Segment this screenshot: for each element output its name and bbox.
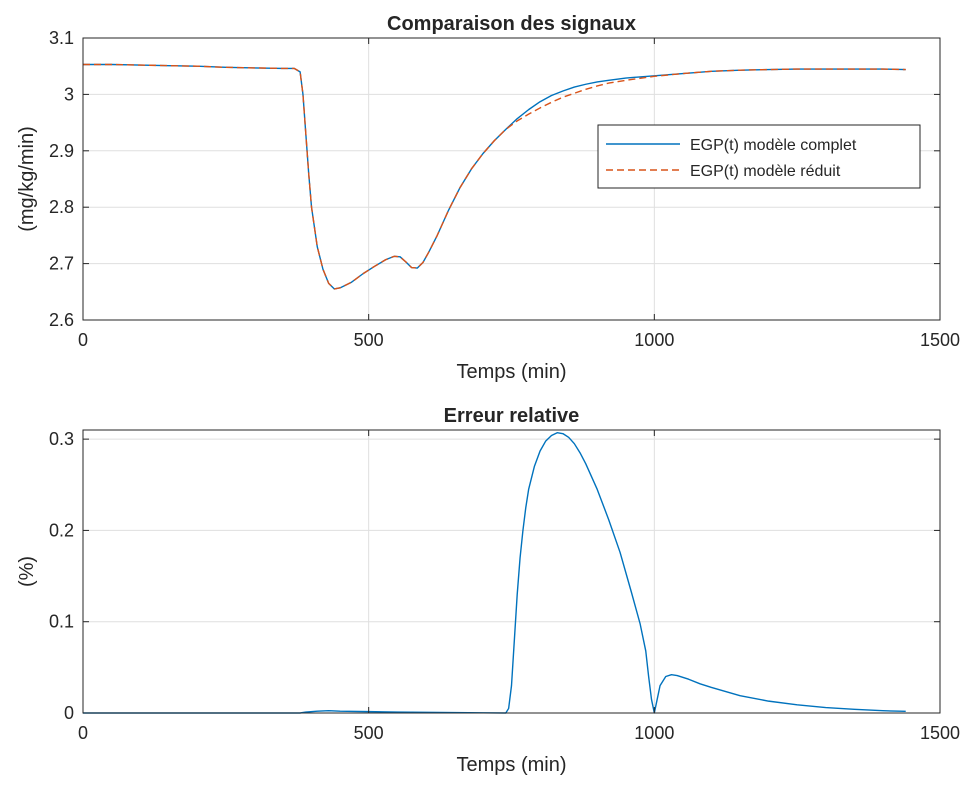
legend: EGP(t) modèle complet EGP(t) modèle rédu… xyxy=(597,124,921,189)
plot-area xyxy=(83,430,940,713)
x-tick-label: 500 xyxy=(354,723,384,743)
y-tick-label: 0.2 xyxy=(49,520,74,540)
x-axis-label: Temps (min) xyxy=(456,754,566,776)
tick-marks xyxy=(82,37,941,321)
y-axis-label: (%) xyxy=(16,556,38,587)
chart-title: Erreur relative xyxy=(444,405,580,427)
y-tick-label: 0.3 xyxy=(49,429,74,449)
y-tick-labels: 0 0.1 0.2 0.3 xyxy=(49,429,74,723)
series-layer xyxy=(83,432,906,714)
x-tick-label: 1000 xyxy=(634,330,674,350)
series-layer xyxy=(83,63,906,290)
y-tick-label: 2.8 xyxy=(49,197,74,217)
y-tick-label: 2.9 xyxy=(49,141,74,161)
x-tick-labels: 0 500 1000 1500 xyxy=(78,330,960,350)
y-tick-label: 2.6 xyxy=(49,310,74,330)
subplot-signal-comparison: 0 500 1000 1500 2.6 2.7 2.8 2.9 3 3.1 Comparaiso… xyxy=(16,13,960,383)
x-tick-labels: 0 500 1000 1500 xyxy=(78,723,960,743)
x-tick-label: 1500 xyxy=(920,330,960,350)
x-tick-label: 0 xyxy=(78,723,88,743)
x-tick-label: 1500 xyxy=(920,723,960,743)
y-axis-label: (mg/kg/min) xyxy=(16,126,38,232)
legend-entry-reduced-model: EGP(t) modèle réduit xyxy=(690,163,841,180)
x-tick-label: 0 xyxy=(78,330,88,350)
y-tick-label: 3 xyxy=(64,84,74,104)
axes-box xyxy=(82,429,941,714)
y-tick-label: 0 xyxy=(64,703,74,723)
y-tick-label: 0.1 xyxy=(49,612,74,632)
x-tick-label: 1000 xyxy=(634,723,674,743)
y-tick-label: 2.7 xyxy=(49,254,74,274)
tick-marks xyxy=(82,430,941,714)
x-tick-label: 500 xyxy=(354,330,384,350)
x-axis-label: Temps (min) xyxy=(456,361,566,383)
subplot-relative-error: 0 500 1000 1500 00.10.20.3 Erreur relative … xyxy=(16,405,960,776)
series-line-reduced-model xyxy=(83,63,906,290)
y-tick-labels: 2.6 2.7 2.8 2.9 3 3.1 xyxy=(49,28,74,330)
series-line-relative-error xyxy=(83,432,906,714)
chart-title: Comparaison des signaux xyxy=(387,13,636,35)
axes-box xyxy=(82,37,941,321)
y-tick-label: 3.1 xyxy=(49,28,74,48)
legend-box xyxy=(597,124,921,189)
legend-entry-complete-model: EGP(t) modèle complet xyxy=(690,137,857,154)
